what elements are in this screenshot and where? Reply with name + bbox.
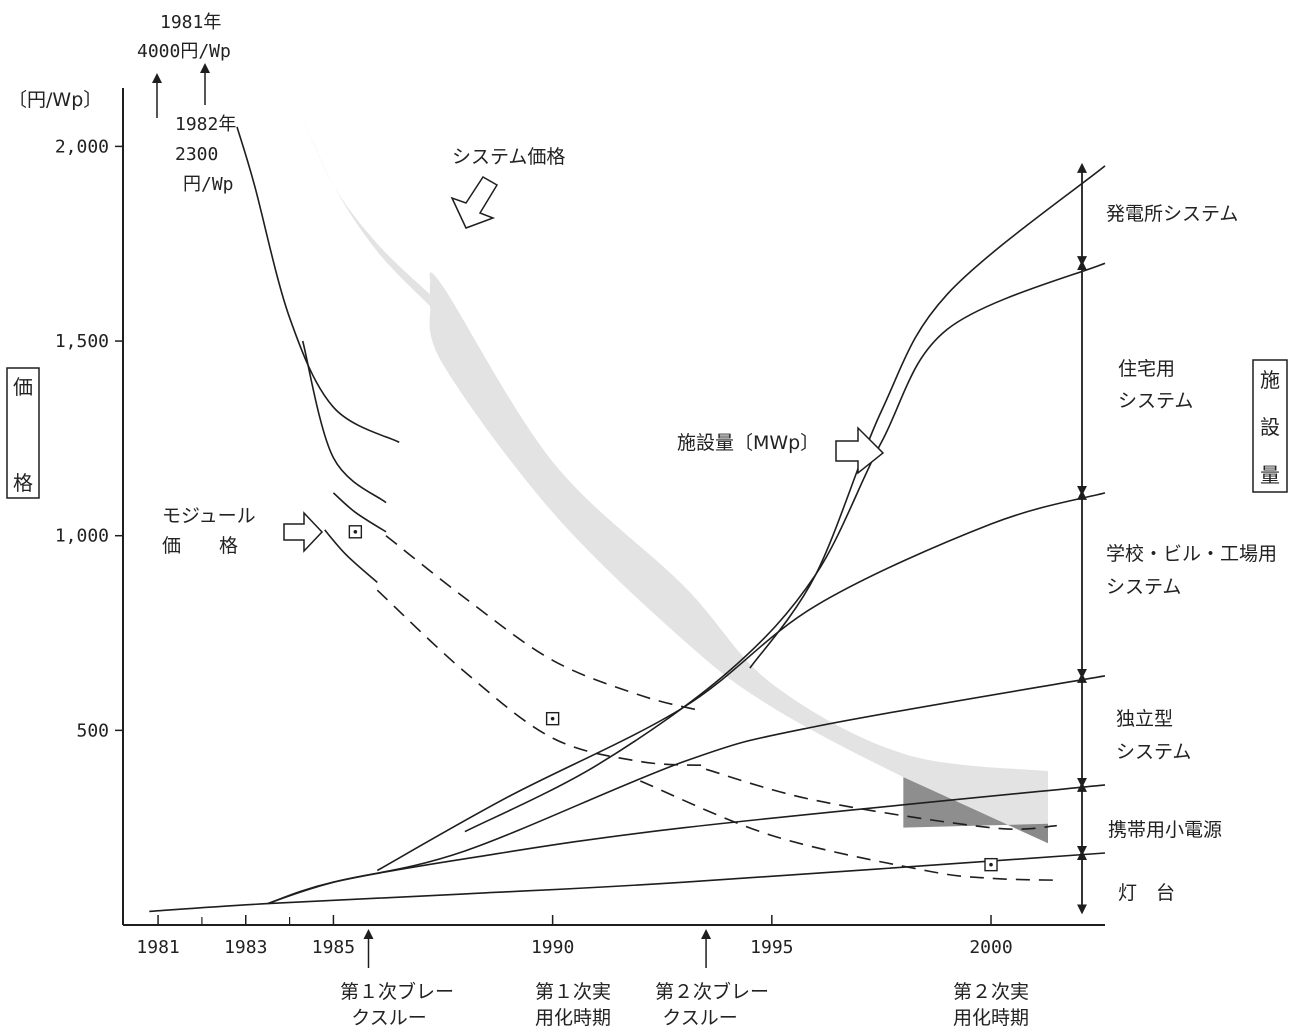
y-tick-label: 1,500 bbox=[55, 331, 109, 352]
milestone-1-line-1: 第１次ブレー bbox=[340, 980, 454, 1003]
system-price-band-dark-tail bbox=[903, 777, 1049, 844]
installed-boundary-curve-4 bbox=[376, 492, 1106, 872]
milestone-3-line-1: 第２次ブレー bbox=[655, 980, 769, 1003]
module-price-dashed-curve-3 bbox=[705, 768, 1057, 830]
offscale-note-1981-line-2: 4000円/Wp bbox=[137, 41, 231, 62]
module-price-dashed-curve-4 bbox=[639, 780, 1057, 881]
system-price-pointer-arrow bbox=[450, 175, 499, 229]
segment-label-standalone-line-2: システム bbox=[1116, 741, 1191, 763]
segment-label-residential-line-2: システム bbox=[1118, 390, 1193, 412]
offscale-note-1981: 1981年 4000円/Wp bbox=[137, 12, 231, 118]
y-axis-unit: 〔円/Wp〕 bbox=[8, 89, 102, 111]
segment-label-residential-line-1: 住宅用 bbox=[1118, 358, 1175, 380]
y-axis-title-char-2: 格 bbox=[13, 471, 33, 495]
segment-label-portable: 携帯用小電源 bbox=[1108, 819, 1222, 841]
milestone-2-line-2: 用化時期 bbox=[535, 1007, 611, 1029]
data-marker-dot-3 bbox=[989, 862, 993, 867]
x-tick-label: 1990 bbox=[531, 937, 574, 958]
segment-label-commercial-line-1: 学校・ビル・工場用 bbox=[1106, 543, 1277, 565]
offscale-note-1981-line-1: 1981年 bbox=[160, 12, 221, 33]
y-axis-ticks: 500 1,000 1,500 2,000 bbox=[55, 136, 123, 741]
milestone-2-line-1: 第１次実 bbox=[535, 981, 611, 1003]
system-price-label: システム価格 bbox=[452, 146, 565, 168]
y-axis-title-char-1: 価 bbox=[13, 375, 33, 399]
installed-boundary-curve-3 bbox=[267, 675, 1106, 905]
installed-pointer-arrow bbox=[835, 426, 885, 475]
milestone-4-line-1: 第２次実 bbox=[953, 981, 1029, 1003]
installed-boundary-curve-6 bbox=[749, 165, 1106, 669]
x-tick-label: 1981 bbox=[136, 937, 179, 958]
data-marker-dot-2 bbox=[550, 716, 555, 721]
segment-label-lighthouse: 灯 台 bbox=[1118, 882, 1175, 904]
milestone-4-line-2: 用化時期 bbox=[953, 1007, 1029, 1029]
module-price-solid-curve-1 bbox=[236, 126, 400, 444]
milestone-3-line-2: クスルー bbox=[662, 1007, 737, 1029]
system-price-band bbox=[298, 107, 1049, 844]
installed-boundary-curve-1 bbox=[149, 852, 1106, 913]
module-price-label-line-1: モジュール bbox=[162, 505, 256, 527]
milestones bbox=[363, 929, 712, 968]
segment-labels: 発電所システム 住宅用 システム 学校・ビル・工場用 システム 独立型 システム… bbox=[1106, 203, 1277, 904]
installed-label: 施設量〔MWp〕 bbox=[677, 432, 819, 454]
x-tick-label: 1985 bbox=[312, 937, 355, 958]
segment-label-commercial-line-2: システム bbox=[1106, 576, 1181, 598]
module-price-dashed-curve-2 bbox=[376, 589, 707, 767]
y2-axis-title-box bbox=[1252, 359, 1288, 493]
y-tick-label: 1,000 bbox=[55, 526, 109, 547]
data-markers bbox=[348, 525, 998, 872]
module-price-pointer-arrow bbox=[283, 511, 324, 553]
offscale-note-1982: 1982年 2300 円/Wp bbox=[175, 63, 236, 195]
y-tick-label: 500 bbox=[76, 720, 109, 741]
offscale-note-1982-line-3: 円/Wp bbox=[183, 174, 234, 195]
y2-axis-title-char-3: 量 bbox=[1260, 463, 1280, 487]
x-tick-label: 2000 bbox=[969, 937, 1012, 958]
module-price-solid-curve-2 bbox=[301, 340, 387, 504]
y-tick-label: 2,000 bbox=[55, 136, 109, 157]
segment-label-power-plant: 発電所システム bbox=[1106, 203, 1238, 225]
module-price-dashed-curve-1 bbox=[385, 535, 702, 712]
module-price-solid-curve-4 bbox=[324, 529, 378, 583]
system-price-band-segment-1 bbox=[298, 107, 430, 306]
y-axis-title-box bbox=[6, 367, 40, 499]
segment-label-standalone-line-1: 独立型 bbox=[1116, 708, 1173, 730]
milestone-1-line-2: クスルー bbox=[351, 1007, 426, 1029]
y2-axis-title-char-1: 施 bbox=[1260, 368, 1280, 392]
offscale-note-1982-line-1: 1982年 bbox=[175, 114, 236, 135]
data-marker-dot-1 bbox=[353, 530, 358, 534]
x-tick-label: 1995 bbox=[750, 937, 793, 958]
module-price-curves bbox=[236, 126, 1057, 881]
system-price-band-segment-2 bbox=[429, 272, 1048, 844]
module-price-solid-curve-3 bbox=[332, 492, 387, 533]
offscale-note-1982-line-2: 2300 bbox=[175, 144, 218, 165]
module-price-label-line-2: 価 格 bbox=[162, 535, 238, 557]
x-tick-label: 1983 bbox=[224, 937, 267, 958]
x-axis-ticks: 1981 1983 1985 1990 1995 2000 bbox=[136, 915, 1013, 958]
installed-capacity-curves bbox=[149, 165, 1106, 913]
y2-axis-title-char-2: 設 bbox=[1260, 415, 1280, 439]
installed-boundary-curve-5 bbox=[464, 262, 1106, 833]
